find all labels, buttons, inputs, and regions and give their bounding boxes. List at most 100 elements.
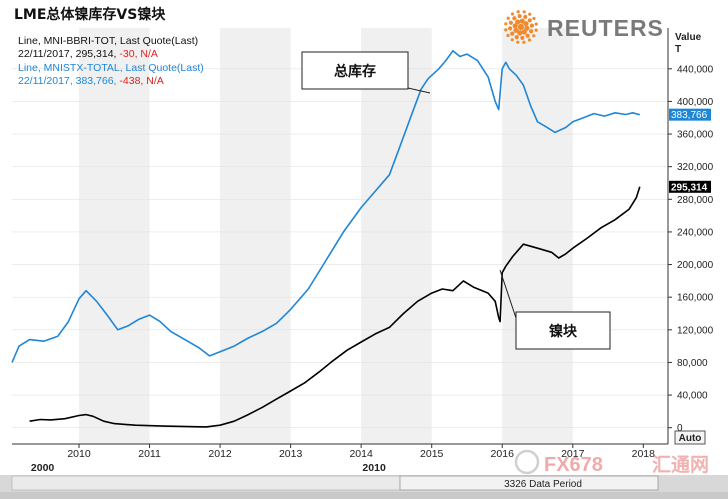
y-tick-label: 120,000: [677, 325, 714, 336]
reuters-dot: [506, 16, 510, 20]
y-tick-label: 280,000: [677, 195, 714, 206]
gridlines: [12, 68, 668, 428]
last-value-badges: 383,766 295,314: [669, 108, 711, 193]
last-value-badge: [669, 180, 711, 193]
y-axis-unit: T: [675, 44, 681, 55]
legend-black-date: 22/11/2017, 295,314,: [18, 48, 119, 60]
watermark-fx678: FX678: [544, 454, 603, 476]
x-tick-label: 2015: [420, 448, 444, 460]
reuters-logo: REUTERS: [504, 10, 664, 44]
reuters-dot: [513, 27, 519, 33]
callout-total-box: [301, 51, 409, 90]
legend-blue-line1: Line, MNISTX-TOTAL, Last Quote(Last): [18, 62, 204, 74]
reuters-dot: [512, 23, 518, 29]
reuters-dot: [520, 35, 525, 41]
reuters-dot: [522, 10, 526, 14]
callout-total-pointer: [407, 87, 431, 94]
reuters-dot: [523, 14, 528, 19]
y-tick-label: 360,000: [677, 130, 714, 141]
watermark-cn: 汇通网: [652, 454, 709, 476]
x-tick-label: 2010: [67, 448, 91, 460]
reuters-dot: [517, 23, 525, 31]
last-value-badge-label: 383,766: [671, 110, 708, 121]
reuters-dot: [519, 18, 525, 24]
legend-blue-date: 22/11/2017, 383,766,: [18, 75, 119, 87]
legend-black-line2: 22/11/2017, 295,314, -30, N/A: [18, 48, 158, 60]
reuters-dot: [534, 22, 538, 26]
scrollbar-bottom-edge: [0, 492, 728, 499]
callout-briquette-pointer: [499, 269, 517, 319]
reuters-dot: [514, 35, 519, 40]
reuters-dot: [527, 38, 532, 42]
last-value-badge-label: 295,314: [671, 182, 708, 193]
reuters-dot: [504, 22, 508, 26]
reuters-dot: [523, 21, 529, 27]
reuters-dot: [510, 12, 515, 16]
x-ticks: 2010 2011 2012 2013 2014 2015 2016 2017 2018: [67, 444, 655, 460]
x-tick-label: 2018: [632, 448, 656, 460]
data-period-label: 3326 Data Period: [504, 479, 582, 490]
reuters-dot: [508, 20, 513, 25]
x-tick-label: 2016: [491, 448, 515, 460]
series-total-stock-line: [11, 50, 641, 363]
auto-button-frame[interactable]: [674, 430, 706, 445]
reuters-dot: [517, 30, 523, 36]
year-bands: [79, 28, 573, 444]
reuters-dot: [532, 16, 536, 21]
reuters-dot: [517, 13, 522, 19]
data-period-scrollbar[interactable]: 3326 Data Period: [0, 475, 728, 499]
auto-button[interactable]: Auto: [674, 430, 706, 445]
y-axis-title: Value: [675, 32, 702, 43]
reuters-dot: [528, 12, 532, 16]
scrollbar-left-region[interactable]: [11, 475, 401, 491]
scrollbar-thumb[interactable]: [399, 475, 659, 491]
legend-blue-line2: 22/11/2017, 383,766, -438, N/A: [18, 75, 164, 87]
reuters-wordmark: REUTERS: [547, 15, 664, 41]
y-tick-label: 0: [677, 423, 683, 434]
y-tick-label: 440,000: [677, 64, 714, 75]
x-tick-label: 2012: [208, 448, 232, 460]
y-ticks: 0 40,000 80,000 120,000 160,000 200,000 240,00…: [668, 64, 714, 434]
era-labels: 2000 2010: [31, 462, 386, 474]
year-band: [361, 28, 432, 444]
y-tick-label: 320,000: [677, 162, 714, 173]
year-band: [502, 28, 573, 444]
reuters-dot: [525, 33, 530, 38]
reuters-dot: [510, 38, 514, 42]
chart-title: LME总体镍库存VS镍块: [14, 6, 166, 23]
legend: Line, MNI-BBRI-TOT, Last Quote(Last) 22/…: [18, 35, 204, 87]
reuters-dot: [529, 29, 534, 34]
reuters-dot: [507, 26, 513, 31]
reuters-dots-icon: [504, 10, 538, 44]
series-nickel-briquette-line: [29, 186, 641, 428]
x-tick-label: 2013: [279, 448, 303, 460]
legend-blue-change: -438, N/A: [119, 75, 163, 87]
callout-briquette-label: 镍块: [549, 323, 578, 340]
reuters-dot: [534, 28, 538, 32]
year-band: [220, 28, 291, 444]
reuters-dot: [510, 31, 515, 36]
legend-black-line1: Line, MNI-BBRI-TOT, Last Quote(Last): [18, 35, 198, 47]
watermark-globe-icon: [514, 449, 540, 475]
reuters-dot: [512, 16, 517, 21]
reuters-dot: [504, 28, 508, 32]
reuters-dot: [516, 10, 520, 14]
reuters-dot: [532, 34, 536, 38]
series-layer: [11, 50, 641, 428]
x-tick-label: 2011: [138, 448, 161, 460]
y-tick-label: 80,000: [677, 358, 708, 369]
y-tick-label: 240,000: [677, 227, 714, 238]
auto-button-label[interactable]: Auto: [679, 433, 702, 444]
fx678-watermark: FX678 汇通网: [514, 449, 709, 476]
last-value-badge: [669, 108, 711, 121]
y-tick-label: 200,000: [677, 260, 714, 271]
era-label: 2010: [362, 462, 386, 474]
reuters-dot: [515, 19, 521, 25]
reuters-dot: [516, 40, 520, 44]
year-band: [79, 28, 150, 444]
callout-nickel-briquette: 镍块: [499, 269, 611, 350]
era-label: 2000: [31, 462, 55, 474]
reuters-dot: [529, 23, 535, 28]
y-tick-label: 160,000: [677, 293, 714, 304]
